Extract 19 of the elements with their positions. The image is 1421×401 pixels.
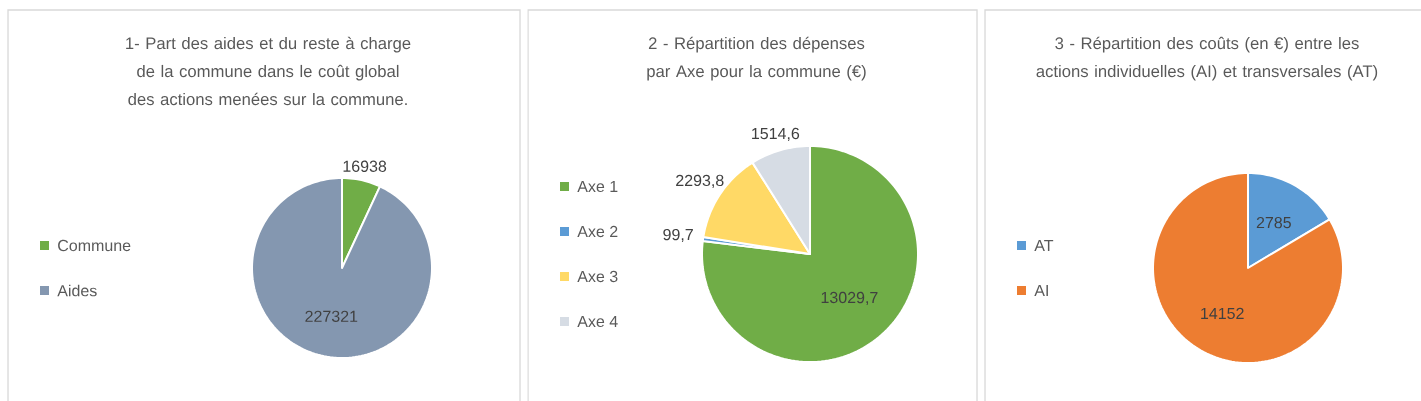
data-label: 16938 [343, 160, 387, 172]
data-label: 14152 [1201, 307, 1244, 320]
data-label: 2293,8 [676, 174, 724, 188]
chart-title: 2 - Répartition des dépenses par Axe pour la commune (€) [647, 36, 866, 81]
legend-label: Aides [57, 284, 97, 297]
data-label: 99,7 [663, 228, 693, 243]
data-label: 2785 [1256, 216, 1291, 229]
data-label: 227321 [305, 310, 358, 322]
legend-label: Axe 2 [577, 225, 618, 238]
chart-title: 1- Part des aides et du reste à charge de la commune dans le coût global des actions menées sur la commune. [126, 36, 411, 106]
legend-label: Axe 4 [577, 315, 618, 328]
legend-label: Axe 1 [577, 180, 618, 193]
data-label: 13029,7 [821, 291, 878, 306]
chart-title: 3 - Répartition des coûts (en €) entre les actions individuelles (AI) et transversales (AT) [1036, 36, 1378, 81]
legend-label: AT [1034, 240, 1054, 252]
data-label: 1514,6 [752, 127, 800, 142]
legend-label: AI [1034, 285, 1048, 297]
legend-label: Commune [58, 239, 131, 252]
legend-label: Axe 3 [577, 270, 618, 283]
